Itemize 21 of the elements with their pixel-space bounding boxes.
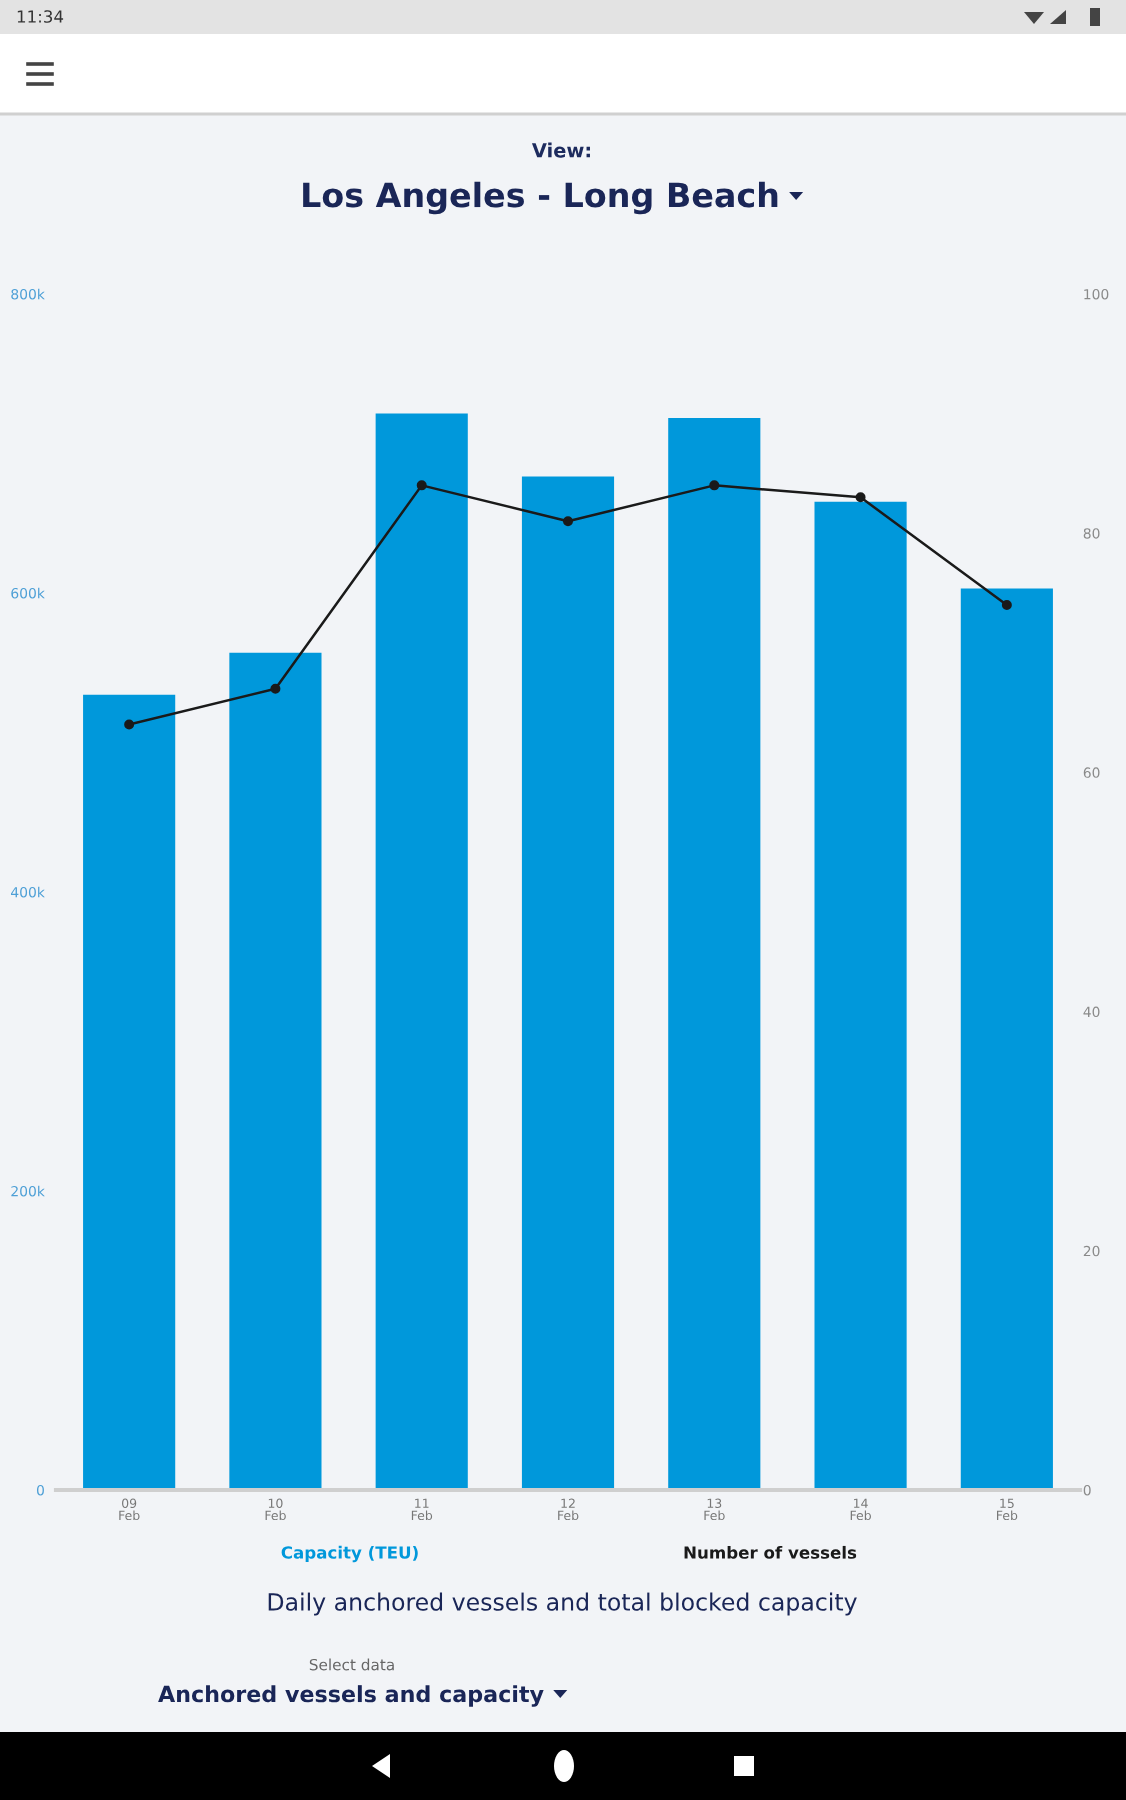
bar [521, 476, 615, 1490]
text: Daily anchored vessels and total blocked capacity [268, 1592, 857, 1616]
point [563, 516, 573, 527]
text: Anchored vessels and capacity [158, 1685, 544, 1707]
bar [668, 418, 761, 1490]
text: Number of vessels [684, 1545, 857, 1559]
text: Capacity (TEU) [281, 1545, 418, 1563]
point [270, 683, 281, 694]
point [709, 480, 720, 491]
bar [375, 413, 468, 1490]
point [855, 492, 866, 503]
point [1001, 599, 1012, 610]
bar [229, 652, 322, 1490]
text: 11:34 [17, 10, 64, 23]
bar [960, 588, 1053, 1490]
bar [814, 501, 907, 1490]
point [124, 719, 135, 730]
bar [83, 694, 176, 1490]
point [416, 480, 427, 491]
text: View: [531, 142, 590, 158]
chart-subtitle: Los Angeles - Long Beach [303, 181, 778, 215]
